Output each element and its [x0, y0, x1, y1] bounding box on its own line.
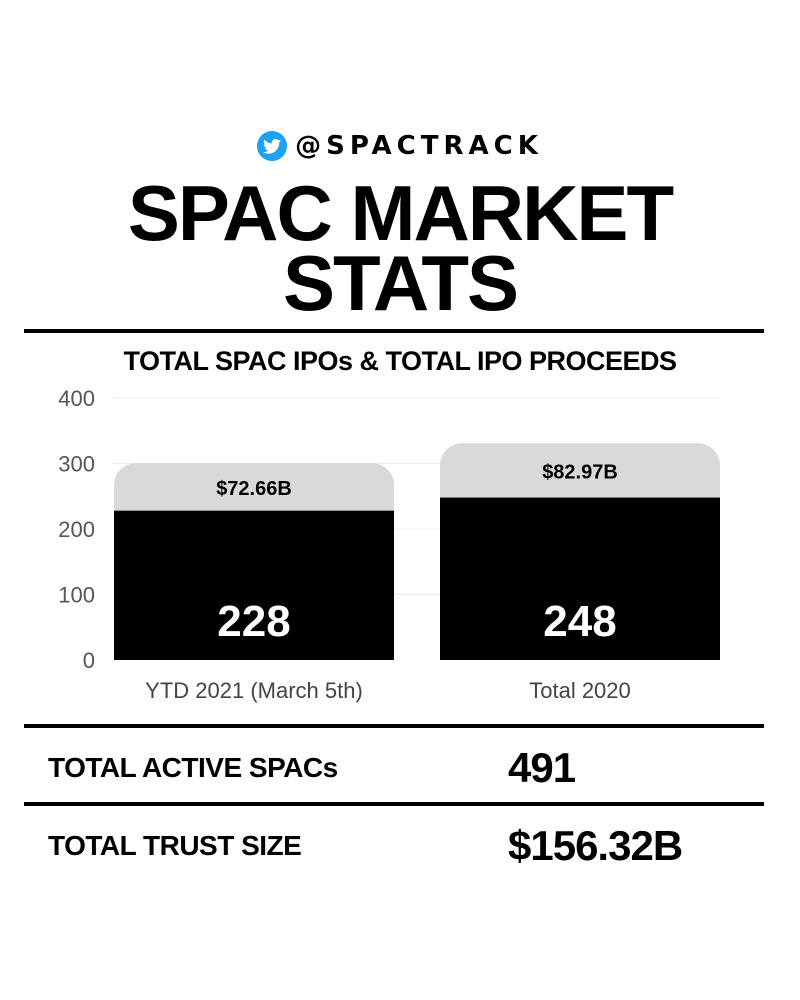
data-label-ipo-count: 228 — [217, 597, 290, 646]
y-tick-label: 100 — [58, 583, 95, 608]
stat-row-active-spacs: TOTAL ACTIVE SPACs 491 — [48, 738, 748, 798]
stat-label-active-spacs: TOTAL ACTIVE SPACs — [48, 752, 338, 783]
x-tick-label: YTD 2021 (March 5th) — [145, 678, 363, 703]
bar-ipo-count — [440, 497, 720, 660]
twitter-handle: @SPACTRACK — [295, 131, 543, 161]
y-tick-label: 400 — [58, 386, 95, 411]
chart-title: TOTAL SPAC IPOs & TOTAL IPO PROCEEDS — [123, 346, 677, 376]
divider-top — [24, 329, 764, 333]
y-tick-label: 0 — [83, 648, 95, 673]
data-label-ipo-count: 248 — [543, 597, 616, 646]
data-label-proceeds: $82.97B — [542, 461, 618, 483]
bar-chart: 0 100 200 300 400 $72.66B 228 YTD 2021 (March 5… — [58, 386, 720, 703]
y-tick-label: 300 — [58, 452, 95, 477]
y-tick-label: 200 — [58, 517, 95, 542]
page-title-line-1: SPAC MARKET — [127, 169, 674, 257]
divider-middle — [24, 724, 764, 728]
page-title-line-2: STATS — [282, 239, 519, 327]
stat-value-active-spacs: 491 — [508, 744, 576, 791]
bar-ipo-count — [114, 510, 394, 660]
handle-row: @SPACTRACK — [0, 126, 800, 166]
stat-label-trust-size: TOTAL TRUST SIZE — [48, 830, 302, 861]
divider-bottom — [24, 802, 764, 806]
stat-value-trust-size: $156.32B — [508, 822, 683, 869]
x-tick-label: Total 2020 — [529, 678, 631, 703]
data-label-proceeds: $72.66B — [216, 478, 292, 500]
stat-row-trust-size: TOTAL TRUST SIZE $156.32B — [48, 816, 748, 876]
twitter-bird-icon — [257, 131, 288, 161]
